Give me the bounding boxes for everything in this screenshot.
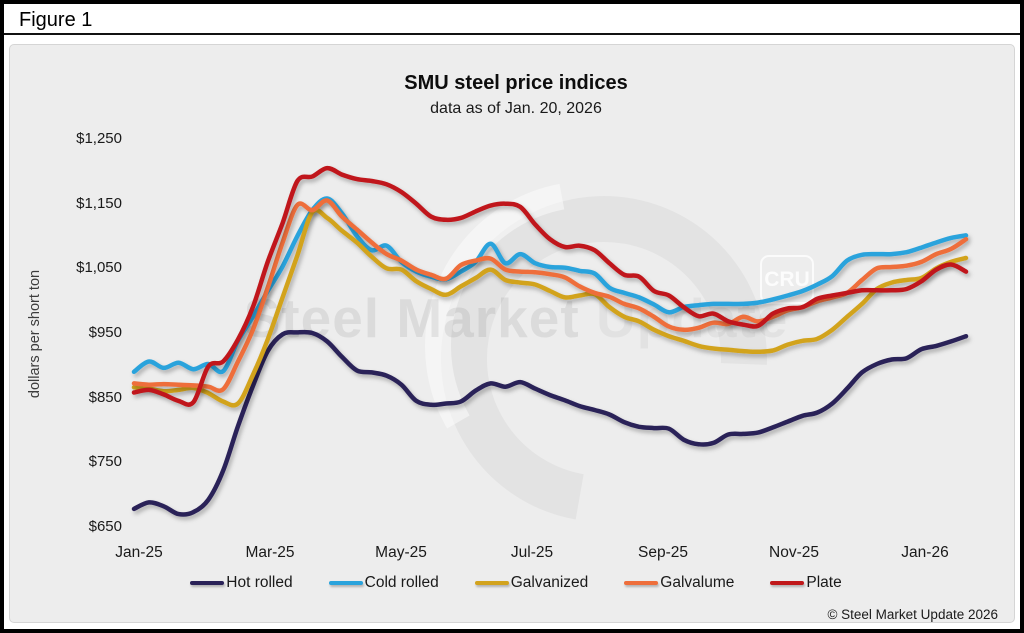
legend-line-swatch [474,580,509,586]
legend-line-swatch [190,580,225,586]
y-tick-label: $1,250 [76,130,122,147]
x-tick-label: Jan-26 [901,544,949,561]
y-tick-label: $950 [88,324,122,341]
legend-item-plate: Plate [770,574,842,592]
x-tick-label: Jul-25 [510,544,554,561]
legend-label: Galvanized [510,574,589,591]
legend-label: Galvalume [660,574,735,591]
x-tick-label: May-25 [375,544,427,561]
chart-subtitle: data as of Jan. 20, 2026 [430,100,602,117]
legend-label: Plate [806,574,842,591]
legend-line-swatch [624,580,659,586]
y-tick-label: $1,050 [76,259,122,277]
y-tick-label: $1,150 [76,194,122,212]
figure-body: Figure 1 Steel Market Update CRU SMU ste… [4,4,1020,629]
series-line-hot-rolled [131,329,969,517]
watermark-swoosh [425,180,767,522]
x-tick-label: Jan-25 [115,544,163,561]
legend-line-swatch [770,580,805,586]
x-tick-label: Sep-25 [638,544,688,561]
copyright-text: © Steel Market Update 2026 [827,607,998,622]
series-line-galvanized [131,207,969,408]
chart-panel [9,44,1015,623]
x-tick-label: Mar-25 [245,544,295,561]
series-line-cold-rolled [131,196,969,375]
legend-item-galvalume: Galvalume [624,574,734,592]
y-tick-label: $850 [88,388,122,406]
legend-item-galvanized: Galvanized [474,574,589,592]
legend-label: Hot rolled [226,574,293,591]
legend-item-cold-rolled: Cold rolled [328,574,439,592]
series-line-plate [131,165,969,407]
watermark-steel-market: Steel Market [243,287,580,349]
cru-logo-watermark: CRU [760,255,814,304]
legend-label: Cold rolled [364,574,439,591]
price-lines-chart [131,165,969,517]
legend-line-swatch [328,580,363,586]
chart-title: SMU steel price indices [404,72,628,94]
y-tick-label: $750 [88,453,122,471]
header-divider [4,33,1020,35]
y-tick-label: $650 [88,518,122,535]
chart-legend: Hot rolled Cold rolled Galvanized Galvalume… [4,574,1024,592]
figure-label: Figure 1 [19,9,93,31]
x-tick-label: Nov-25 [769,544,819,561]
legend-item-hot-rolled: Hot rolled [190,574,293,592]
watermark-text: Steel Market Update [4,286,1024,350]
